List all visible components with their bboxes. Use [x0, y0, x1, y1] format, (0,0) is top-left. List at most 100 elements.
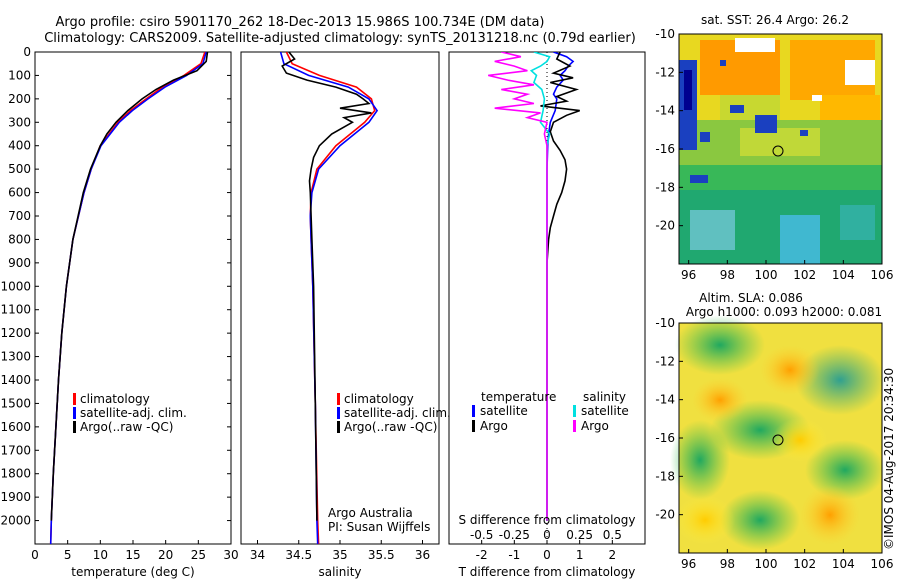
ytick-label: 1100	[0, 303, 31, 317]
annotation-pi: PI: Susan Wijffels	[328, 520, 430, 534]
map-ytick-label: -10	[655, 316, 675, 330]
xtick-label: 2	[609, 548, 617, 562]
map-xtick-label: 96	[681, 557, 696, 571]
map-ytick-label: -12	[655, 65, 675, 79]
xtick-label: 34	[250, 548, 265, 562]
legend-label: Argo(..raw -QC)	[344, 420, 437, 434]
map-ytick-label: -14	[655, 104, 675, 118]
legend-label: Argo	[581, 419, 609, 433]
ytick-label: 0	[23, 45, 31, 59]
xtick-label: 25	[191, 548, 206, 562]
salinity-panel-frame	[240, 51, 440, 545]
legend-swatch-climatology	[337, 393, 340, 405]
map-xtick-label: 104	[832, 268, 855, 282]
xtick-label: 35.5	[368, 548, 395, 562]
xtick-label: 1	[576, 548, 584, 562]
ytick-label: 200	[8, 92, 31, 106]
legend-swatch-argo	[337, 421, 340, 433]
xtick-label: 30	[223, 548, 238, 562]
xtick-label: 0	[31, 548, 39, 562]
climatology-line	[285, 52, 376, 544]
sst-map-axes: 96 98 100 102 104 106 -10 -12 -14 -16 -18 -20	[655, 27, 893, 282]
difference-xlabel-top: S difference from climatology	[459, 513, 636, 527]
ytick-label: 900	[8, 256, 31, 270]
ytick-label: 1300	[0, 350, 31, 364]
ytick-label: 400	[8, 139, 31, 153]
map-xtick-label: 104	[832, 557, 855, 571]
xtick-label: 10	[93, 548, 108, 562]
xtick-label: 5	[64, 548, 72, 562]
map-xtick-label: 98	[720, 268, 735, 282]
legend-swatch-s-satellite	[573, 405, 576, 417]
map-ytick-label: -20	[655, 508, 675, 522]
salinity-x-axis: 34 34.5 35 35.5 36	[250, 540, 430, 562]
ytick-label: 300	[8, 115, 31, 129]
sla-map-subtitle: Argo h1000: 0.093 h2000: 0.081	[686, 305, 882, 319]
stick-label: -0.25	[499, 528, 530, 542]
map-xtick-label: 98	[720, 557, 735, 571]
map-ytick-label: -18	[655, 469, 675, 483]
legend-swatch-satellite	[337, 407, 340, 419]
legend-label: satellite	[581, 404, 629, 418]
map-xtick-label: 102	[793, 557, 816, 571]
ytick-label: 1000	[0, 279, 31, 293]
sla-map-title: Altim. SLA: 0.086	[699, 291, 803, 305]
argo-line	[50, 52, 209, 521]
difference-series	[488, 52, 580, 521]
legend-label: satellite	[480, 404, 528, 418]
stick-label: 0	[543, 528, 551, 542]
climatology-line	[49, 52, 206, 544]
ytick-label: 600	[8, 186, 31, 200]
ytick-label: 1800	[0, 467, 31, 481]
legend-title-salinity: salinity	[583, 390, 626, 404]
xtick-label: 0	[543, 548, 551, 562]
ytick-label: 1600	[0, 420, 31, 434]
map-xtick-label: 106	[871, 268, 894, 282]
xtick-label: 20	[158, 548, 173, 562]
map-xtick-label: 100	[755, 557, 778, 571]
map-xtick-label: 102	[793, 268, 816, 282]
stick-label: 0.5	[603, 528, 622, 542]
stick-label: 0.25	[566, 528, 593, 542]
legend-title-temperature: temperature	[481, 390, 556, 404]
temperature-panel-frame	[34, 51, 232, 545]
map-xtick-label: 106	[871, 557, 894, 571]
sst-argo-marker	[772, 145, 784, 157]
ytick-label: 1700	[0, 443, 31, 457]
legend-swatch-t-satellite	[472, 405, 475, 417]
t-argo-line	[540, 52, 580, 521]
ytick-label: 800	[8, 232, 31, 246]
xtick-label: -2	[476, 548, 488, 562]
map-xtick-label: 96	[681, 268, 696, 282]
argo-line	[281, 52, 372, 521]
stick-label: -0.5	[470, 528, 493, 542]
temperature-x-axis: 0 5 10 15 20 25 30	[31, 540, 239, 562]
sla-map-axes: 96 98 100 102 104 106 -10 -12 -14 -16 -18 -20	[655, 316, 893, 571]
legend-swatch-argo	[73, 421, 76, 433]
legend-swatch-t-argo	[472, 420, 475, 432]
salinity-xlabel: salinity	[318, 565, 361, 579]
figure-title-line1: Argo profile: csiro 5901170_262 18-Dec-2…	[56, 15, 545, 30]
map-xtick-label: 100	[755, 268, 778, 282]
xtick-label: -1	[508, 548, 520, 562]
xtick-label: 36	[415, 548, 430, 562]
ytick-label: 1900	[0, 490, 31, 504]
figure-title-line2: Climatology: CARS2009. Satellite-adjuste…	[44, 31, 636, 46]
sst-map-title: sat. SST: 26.4 Argo: 26.2	[701, 13, 849, 27]
difference-legend: temperature salinity satellite Argo sate…	[472, 390, 629, 433]
sst-map-field	[679, 34, 882, 264]
legend-swatch-satellite	[73, 407, 76, 419]
legend-label: climatology	[80, 392, 150, 406]
map-ytick-label: -18	[655, 180, 675, 194]
legend-swatch-s-argo	[573, 420, 576, 432]
map-ytick-label: -16	[655, 142, 675, 156]
sla-map-field	[670, 315, 885, 553]
salinity-series	[279, 52, 379, 544]
xtick-label: 15	[125, 548, 140, 562]
sla-argo-marker	[772, 434, 784, 446]
map-ytick-label: -14	[655, 393, 675, 407]
ytick-label: 1400	[0, 373, 31, 387]
ytick-label: 2000	[0, 514, 31, 528]
difference-xlabel: T difference from climatology	[458, 565, 636, 579]
ytick-label: 500	[8, 162, 31, 176]
